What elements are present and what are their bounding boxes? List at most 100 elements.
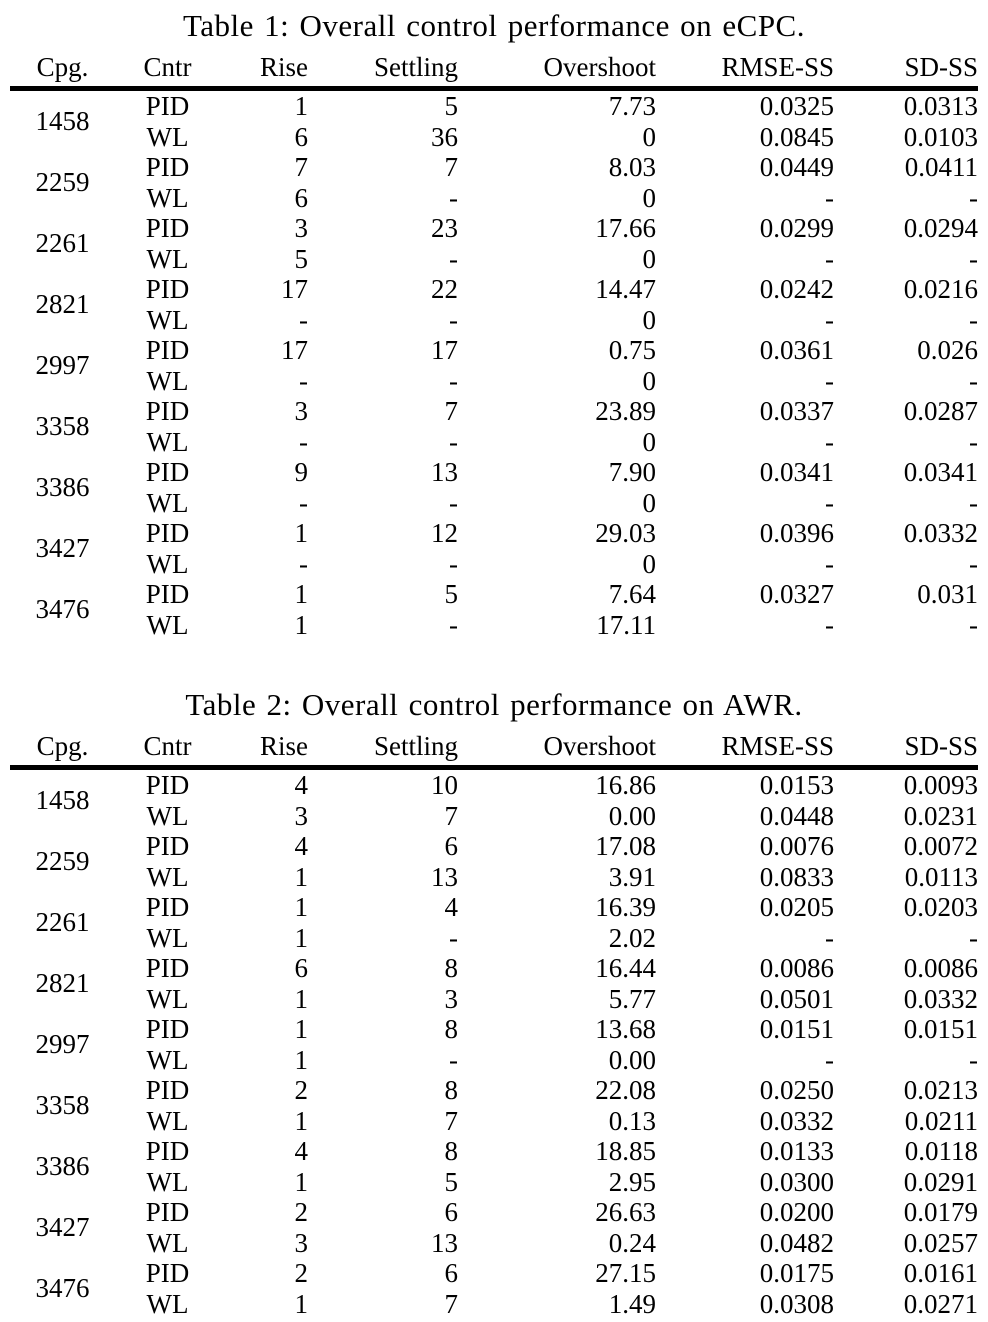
cell-rmse-ss: 0.0482 [759, 1227, 834, 1258]
cell-sd-ss: - [969, 304, 978, 335]
cell-cntr: WL [146, 922, 189, 953]
cell-rmse-ss: - [825, 922, 834, 953]
cell-overshoot: 26.63 [595, 1197, 656, 1227]
cell-cntr: PID [145, 579, 190, 609]
table-row: 2821 PID 17 22 14.47 0.0242 0.0216 [10, 274, 979, 319]
cell-cntr: PID [145, 1258, 190, 1288]
table-row: WL 5 - 0 - - [10, 244, 979, 275]
cell-settling: 17 [431, 335, 458, 365]
cell-cntr: PID [145, 1014, 190, 1044]
table-row: WL 1 - 0.00 - - [10, 1044, 979, 1076]
cell-rmse-ss: 0.0361 [759, 335, 834, 365]
cell-settling: - [449, 922, 458, 953]
cell-sd-ss: 0.0231 [903, 800, 978, 831]
table-1-caption: Table 1: Overall control performance on … [182, 8, 805, 43]
cell-overshoot: 16.86 [595, 770, 656, 800]
cell-cntr: WL [146, 426, 189, 457]
cell-rmse-ss: 0.0325 [759, 91, 834, 121]
cell-sd-ss: 0.0257 [903, 1227, 978, 1258]
cell-sd-ss: 0.0151 [903, 1014, 978, 1044]
cell-rise: 3 [294, 213, 309, 243]
cell-sd-ss: 0.0211 [904, 1105, 978, 1136]
cell-sd-ss: 0.0179 [903, 1197, 978, 1227]
table-row: WL - - 0 - - [10, 304, 979, 336]
cell-rise: - [299, 365, 308, 396]
cell-settling: - [449, 487, 458, 518]
cell-rise: 6 [294, 182, 309, 213]
table-row: 3358 PID 2 8 22.08 0.0250 0.0213 [10, 1075, 979, 1120]
cell-overshoot: 0.13 [608, 1105, 656, 1136]
header-row: Cpg. Cntr Rise Settling Overshoot RMSE-SS SD-S… [10, 731, 978, 770]
cell-sd-ss: - [969, 609, 978, 640]
column-header-rise: Rise [220, 731, 308, 770]
cell-overshoot: 5.77 [608, 983, 656, 1014]
table-row: 3427 PID 1 12 29.03 0.0396 0.0332 [10, 518, 979, 563]
cell-rise: 2 [294, 1197, 309, 1227]
cell-cntr: WL [146, 121, 189, 152]
cell-cntr: WL [146, 548, 189, 579]
table-row: WL - - 0 - - [10, 548, 979, 580]
cell-sd-ss: - [969, 1044, 978, 1075]
cell-rmse-ss: 0.0133 [759, 1136, 834, 1166]
table-1-block: Table 1: Overall control performance on … [0, 6, 988, 640]
cell-sd-ss: - [969, 365, 978, 396]
cell-settling: 8 [444, 1136, 459, 1166]
cell-rmse-ss: 0.0341 [759, 457, 834, 487]
table-row: 3358 PID 3 7 23.89 0.0337 0.0287 [10, 396, 979, 441]
cell-rise: 2 [294, 1075, 309, 1105]
campaign-id: 2261 [35, 907, 90, 938]
cell-sd-ss: 0.031 [917, 579, 978, 609]
cell-overshoot: 0 [642, 182, 657, 213]
cell-sd-ss: 0.0161 [903, 1258, 978, 1288]
campaign-id: 3386 [35, 472, 90, 503]
cell-settling: 13 [431, 861, 458, 892]
table-row: 3476 PID 1 5 7.64 0.0327 0.031 [10, 579, 979, 624]
cell-sd-ss: 0.0093 [903, 770, 978, 800]
campaign-id: 3358 [35, 411, 90, 442]
cell-settling: 5 [444, 1166, 459, 1197]
table-row: WL - - 0 - - [10, 426, 979, 458]
cell-settling: 8 [444, 1014, 459, 1044]
cell-rmse-ss: - [825, 548, 834, 579]
table-row: 2821 PID 6 8 16.44 0.0086 0.0086 [10, 953, 979, 998]
cell-overshoot: 22.08 [595, 1075, 656, 1105]
cell-rise: 1 [294, 609, 309, 640]
table-row: WL 1 13 3.91 0.0833 0.0113 [10, 861, 979, 893]
column-header-cpg: Cpg. [10, 731, 115, 770]
cell-cntr: PID [145, 1197, 190, 1227]
campaign-id: 2261 [35, 228, 90, 259]
table-row: 2261 PID 1 4 16.39 0.0205 0.0203 [10, 892, 979, 937]
cell-settling: 8 [444, 1075, 459, 1105]
cell-settling: 6 [444, 1197, 459, 1227]
table-row: 1458 PID 1 5 7.73 0.0325 0.0313 [10, 89, 979, 136]
cell-sd-ss: 0.0113 [904, 861, 978, 892]
cell-settling: - [449, 609, 458, 640]
table-row: 2261 PID 3 23 17.66 0.0299 0.0294 [10, 213, 979, 258]
cell-cntr: WL [146, 1105, 189, 1136]
cell-cntr: WL [146, 1227, 189, 1258]
cell-rise: 4 [294, 770, 309, 800]
cell-sd-ss: 0.0332 [903, 983, 978, 1014]
cell-overshoot: 2.95 [608, 1166, 656, 1197]
cell-settling: 10 [431, 770, 458, 800]
cell-rmse-ss: 0.0250 [759, 1075, 834, 1105]
cell-settling: 8 [444, 953, 459, 983]
cell-overshoot: 1.49 [608, 1288, 656, 1319]
table-row: 2259 PID 7 7 8.03 0.0449 0.0411 [10, 152, 979, 197]
cell-sd-ss: 0.0271 [903, 1288, 978, 1319]
header-row: Cpg. Cntr Rise Settling Overshoot RMSE-SS SD-S… [10, 52, 978, 91]
table-row: 3386 PID 4 8 18.85 0.0133 0.0118 [10, 1136, 979, 1181]
cell-sd-ss: - [969, 426, 978, 457]
cell-settling: 7 [444, 396, 459, 426]
cell-rise: - [299, 426, 308, 457]
cell-cntr: PID [145, 770, 190, 800]
campaign-id: 3476 [35, 1273, 90, 1304]
cell-rmse-ss: - [825, 426, 834, 457]
cell-settling: - [449, 182, 458, 213]
cell-settling: 6 [444, 831, 459, 861]
campaign-id: 3386 [35, 1151, 90, 1182]
column-header-rmse-ss: RMSE-SS [656, 52, 834, 91]
cell-overshoot: 14.47 [595, 274, 656, 304]
cell-rise: 3 [294, 396, 309, 426]
cell-settling: - [449, 304, 458, 335]
